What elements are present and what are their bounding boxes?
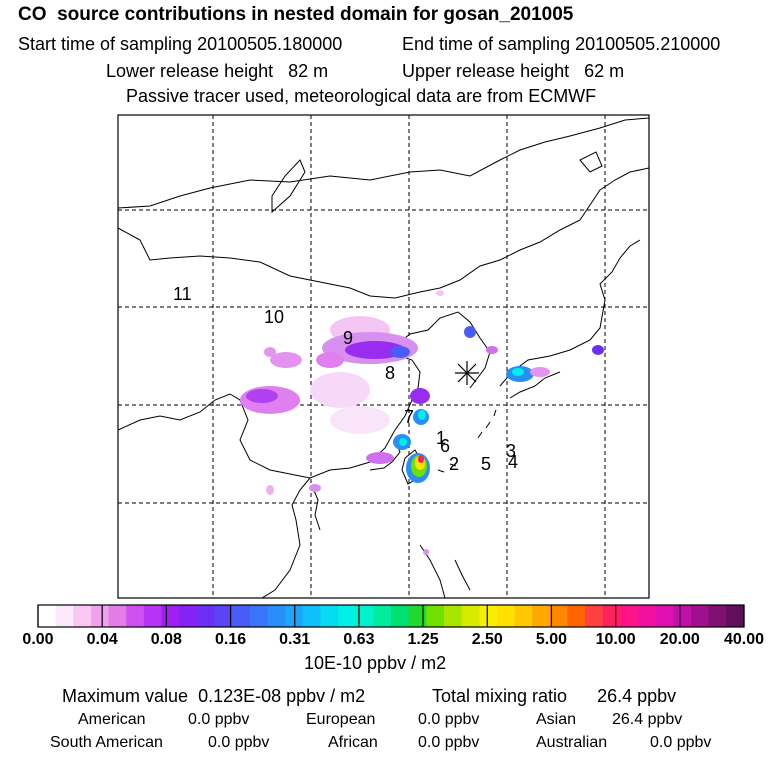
colorbar-cell <box>161 605 180 627</box>
colorbar-unit: 10E-10 ppbv / m2 <box>304 653 447 673</box>
colorbar-tick-label: 0.00 <box>22 631 54 648</box>
colorbar-cell <box>549 605 568 627</box>
region-asian-name: Asian <box>536 711 577 728</box>
region-label-10: 10 <box>264 307 285 327</box>
colorbar-cell <box>179 605 198 627</box>
colorbar-cell <box>602 605 621 627</box>
colorbar-tick-label: 2.50 <box>471 631 503 648</box>
max-value: Maximum value 0.123E-08 ppbv / m2 <box>62 686 366 706</box>
colorbar-cell <box>302 605 321 627</box>
region-label-6: 6 <box>440 436 451 456</box>
region-african-value: 0.0 ppbv <box>418 734 480 751</box>
region-label-5: 5 <box>481 454 492 474</box>
colorbar-cell <box>196 605 215 627</box>
region-south-american-value: 0.0 ppbv <box>208 734 270 751</box>
colorbar-cell <box>126 605 145 627</box>
colorbar-cell <box>691 605 710 627</box>
tracer-note: Passive tracer used, meteorological data… <box>126 86 597 106</box>
region-label-1: 1 <box>436 428 447 448</box>
title-text: source contributions in nested domain fo… <box>57 4 574 25</box>
species-label: CO <box>18 4 47 25</box>
colorbar-cell <box>108 605 127 627</box>
colorbar-cell <box>408 605 427 627</box>
colorbar-cell <box>55 605 74 627</box>
colorbar-cell <box>620 605 639 627</box>
colorbar-tick-label: 0.31 <box>279 631 311 648</box>
colorbar-cell <box>655 605 674 627</box>
end-time: End time of sampling 20100505.210000 <box>402 34 721 54</box>
colorbar-cell <box>726 605 745 627</box>
colorbar-cell <box>232 605 251 627</box>
region-australian-name: Australian <box>536 734 608 751</box>
colorbar-cell <box>514 605 533 627</box>
region-american-value: 0.0 ppbv <box>188 711 250 728</box>
colorbar-tick-label: 0.04 <box>86 631 118 648</box>
colorbar-cell <box>285 605 304 627</box>
colorbar-cell <box>90 605 109 627</box>
colorbar-tick-label: 40.00 <box>723 631 765 648</box>
colorbar-cell <box>38 605 57 627</box>
colorbar-cell <box>391 605 410 627</box>
colorbar-cell <box>373 605 392 627</box>
colorbar-cell <box>320 605 339 627</box>
colorbar-cell <box>338 605 357 627</box>
colorbar-cell <box>708 605 727 627</box>
region-label-11: 11 <box>173 284 192 304</box>
colorbar-cell <box>479 605 498 627</box>
colorbar-cell <box>532 605 551 627</box>
lower-release-height: Lower release height 82 m <box>106 61 329 81</box>
colorbar-tick-label: 10.00 <box>595 631 636 648</box>
region-label-2: 2 <box>449 454 460 474</box>
region-label-7: 7 <box>404 407 415 427</box>
region-south-american-name: South American <box>50 734 163 751</box>
region-label-3: 3 <box>506 441 517 461</box>
colorbar-cell <box>267 605 286 627</box>
colorbar-tick-label: 0.63 <box>343 631 375 648</box>
total-mixing-ratio: Total mixing ratio 26.4 ppbv <box>432 686 677 706</box>
concentration-field <box>240 290 604 555</box>
colorbar-cell <box>496 605 515 627</box>
colorbar-cell <box>426 605 445 627</box>
colorbar-cell <box>638 605 657 627</box>
colorbar-cell <box>249 605 268 627</box>
colorbar-cell <box>673 605 692 627</box>
colorbar-cell <box>585 605 604 627</box>
region-african-name: African <box>328 734 378 751</box>
colorbar-cell <box>143 605 162 627</box>
region-label-8: 8 <box>385 363 396 383</box>
region-australian-value: 0.0 ppbv <box>650 734 712 751</box>
colorbar-tick-label: 1.25 <box>407 631 439 648</box>
colorbar-tick-label: 0.08 <box>150 631 182 648</box>
region-label-4: 4 <box>508 452 519 472</box>
region-european-name: European <box>306 711 376 728</box>
colorbar-cell <box>461 605 480 627</box>
colorbar-cell <box>73 605 92 627</box>
colorbar-cell <box>567 605 586 627</box>
colorbar-cell <box>443 605 462 627</box>
colorbar-cell <box>214 605 233 627</box>
region-asian-value: 26.4 ppbv <box>612 711 683 728</box>
upper-release-height: Upper release height 62 m <box>402 61 625 81</box>
region-label-9: 9 <box>343 328 354 348</box>
colorbar-tick-label: 20.00 <box>659 631 700 648</box>
asterisk-receptor-icon <box>455 361 479 385</box>
start-time: Start time of sampling 20100505.180000 <box>18 34 343 54</box>
region-american-name: American <box>78 711 146 728</box>
region-european-value: 0.0 ppbv <box>418 711 480 728</box>
colorbar-tick-label: 0.16 <box>214 631 247 648</box>
colorbar-tick-label: 5.00 <box>535 631 568 648</box>
map-frame <box>117 114 650 599</box>
map-title: CO source contributions in nested domain… <box>18 4 573 26</box>
colorbar <box>38 605 745 627</box>
colorbar-cell <box>355 605 374 627</box>
